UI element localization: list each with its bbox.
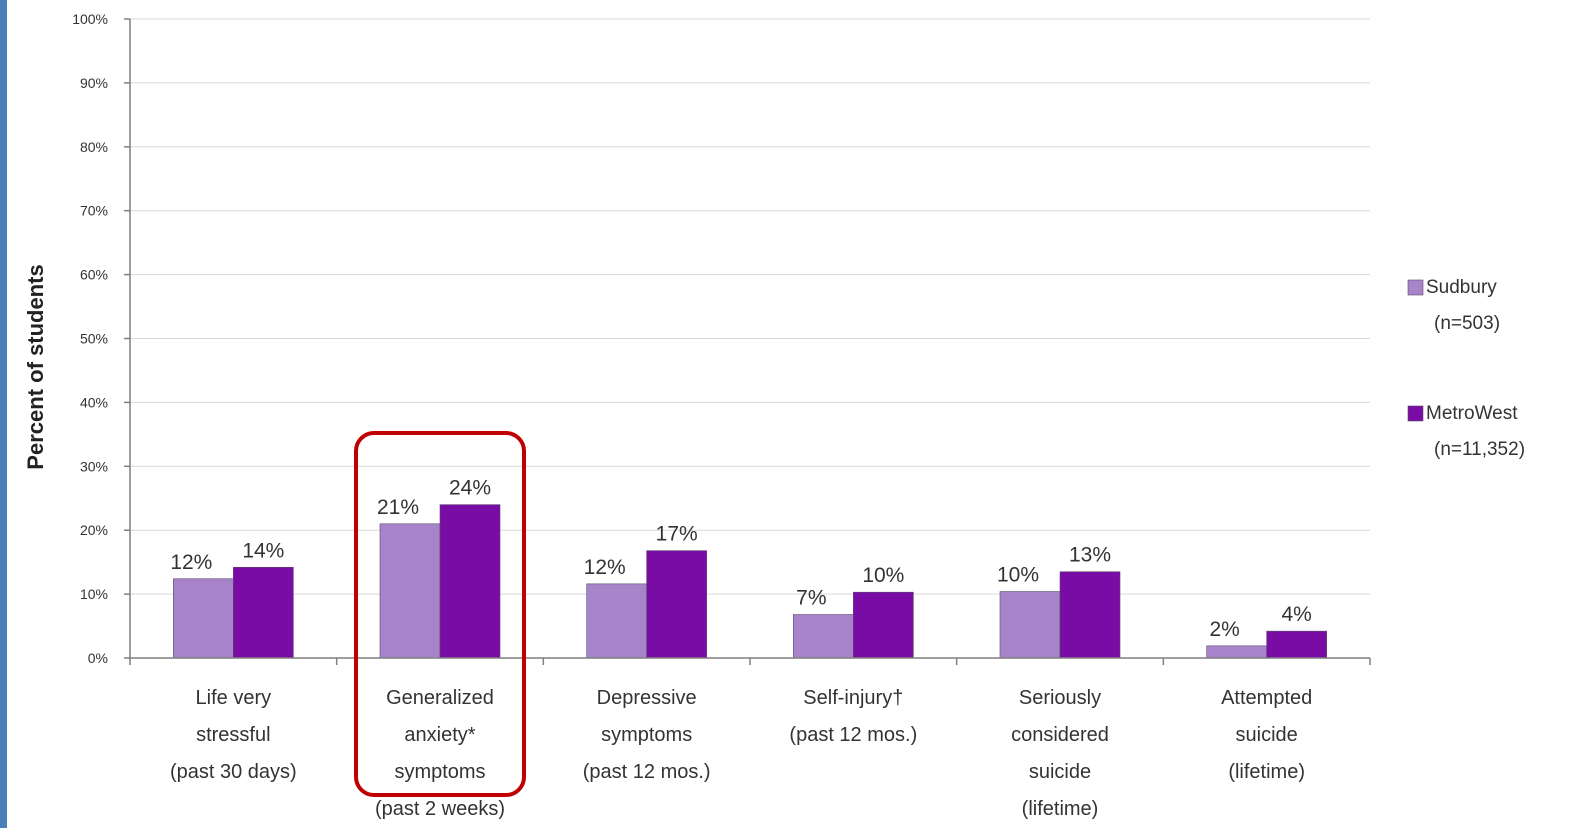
bar-metrowest — [646, 550, 707, 659]
x-tick-label: Seriously — [1019, 687, 1101, 709]
x-tick-label: Life very — [196, 687, 272, 709]
legend-swatch-sudbury — [1407, 279, 1424, 296]
bar-sudbury — [999, 591, 1061, 659]
data-label: 13% — [1069, 544, 1111, 567]
y-tick-label: 80% — [80, 139, 108, 155]
x-tick-label: anxiety* — [404, 724, 475, 746]
data-label: 10% — [997, 564, 1039, 587]
y-tick-label: 70% — [80, 203, 108, 219]
data-label: 24% — [449, 477, 491, 500]
data-label: 21% — [377, 496, 419, 519]
legend-entry-count: (n=503) — [1434, 313, 1500, 334]
x-tick-label: symptoms — [394, 761, 485, 783]
category-labels: Life very stressful (past 30 days) Generali… — [170, 687, 1312, 820]
y-tick-label: 40% — [80, 394, 108, 410]
data-label: 14% — [242, 539, 284, 562]
bar-sudbury — [1206, 645, 1267, 659]
legend-entry: MetroWest — [1426, 403, 1518, 424]
y-axis-ticks: 0% 10% 20% 30% 40% 50% 60% 70% 80% 90% 100% — [72, 11, 108, 666]
bar-sudbury — [793, 614, 854, 659]
left-edge-strip — [0, 0, 7, 828]
y-tick-label: 30% — [80, 458, 108, 474]
y-tick-label: 90% — [80, 75, 108, 91]
y-tick-label: 20% — [80, 522, 108, 538]
bar-metrowest — [1266, 630, 1327, 659]
bar-sudbury — [586, 583, 647, 659]
legend-entry: Sudbury — [1426, 277, 1497, 298]
value-labels: 12% 14% 21% 24% 12% 17% 7% 10% 10% 13% 2% 4% — [170, 477, 1312, 641]
gridlines — [130, 18, 1370, 595]
x-tick-label: symptoms — [601, 724, 692, 746]
data-label: 7% — [796, 587, 826, 610]
y-tick-label: 10% — [80, 586, 108, 602]
x-tick-label: suicide — [1236, 724, 1298, 746]
x-tick-label: Generalized — [386, 687, 494, 709]
x-tick-label: (past 12 mos.) — [583, 761, 711, 783]
bars — [173, 504, 1327, 659]
x-tick-label: considered — [1011, 724, 1109, 746]
legend: Sudbury (n=503) MetroWest (n=11,352) — [1407, 277, 1525, 460]
highlight-box — [354, 431, 526, 797]
x-tick-label: (past 30 days) — [170, 761, 297, 783]
legend-swatch-metrowest — [1407, 405, 1424, 422]
bar-sudbury — [173, 578, 234, 659]
data-label: 4% — [1281, 603, 1311, 626]
bar-metrowest — [1059, 571, 1121, 659]
x-tick-label: Depressive — [597, 687, 697, 709]
x-tick-label: (lifetime) — [1228, 761, 1305, 783]
y-tick-label: 100% — [72, 11, 108, 27]
y-axis-label: Percent of students — [23, 264, 48, 469]
bar-metrowest — [853, 591, 914, 659]
y-tick-label: 0% — [88, 650, 108, 666]
x-tick-label: stressful — [196, 724, 270, 746]
legend-entry-count: (n=11,352) — [1434, 439, 1525, 460]
data-label: 2% — [1209, 618, 1239, 641]
x-tick-label: (past 2 weeks) — [375, 798, 505, 820]
data-label: 12% — [584, 556, 626, 579]
bar-metrowest — [233, 566, 294, 659]
x-tick-label: (lifetime) — [1022, 798, 1099, 820]
x-tick-label: (past 12 mos.) — [789, 724, 917, 746]
axes — [124, 18, 1371, 665]
x-tick-label: Attempted — [1221, 687, 1312, 709]
highlight-rectangle — [354, 431, 526, 797]
data-label: 12% — [170, 551, 212, 574]
x-tick-label: suicide — [1029, 761, 1091, 783]
bar-metrowest — [439, 504, 501, 659]
x-tick-label: Self-injury† — [803, 687, 903, 709]
y-tick-label: 60% — [80, 267, 108, 283]
data-label: 10% — [862, 564, 904, 587]
y-tick-label: 50% — [80, 331, 108, 347]
data-label: 17% — [656, 523, 698, 546]
bar-sudbury — [379, 523, 441, 659]
